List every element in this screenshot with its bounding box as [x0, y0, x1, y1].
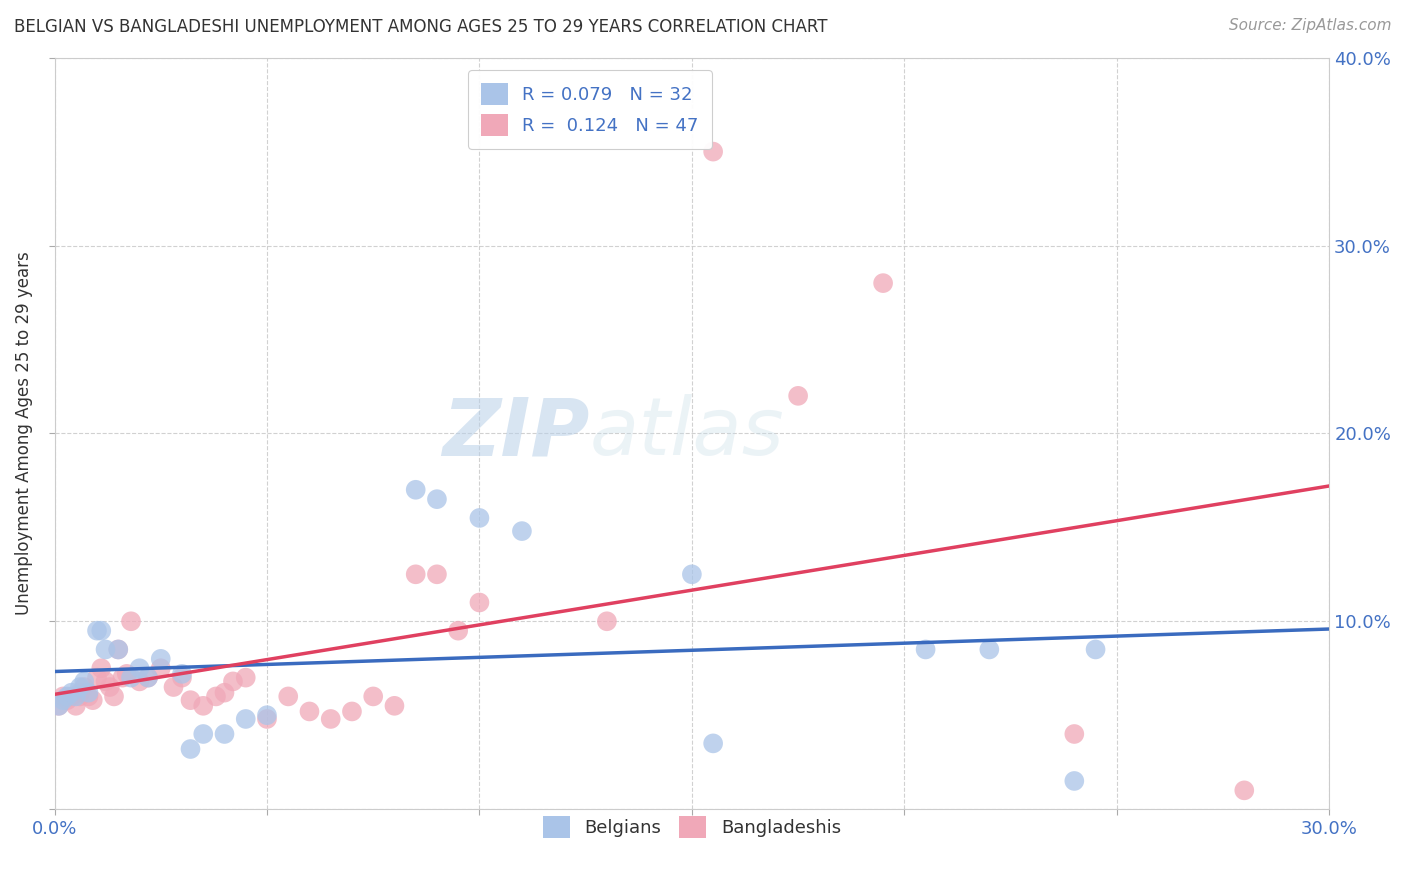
Point: [468, 511, 491, 525]
Point: [702, 736, 724, 750]
Point: [787, 389, 810, 403]
Point: [1233, 783, 1256, 797]
Point: [69, 680, 91, 694]
Point: [235, 712, 257, 726]
Point: [111, 671, 134, 685]
Point: [73, 674, 96, 689]
Point: [979, 642, 1001, 657]
Point: [65, 690, 87, 704]
Point: [340, 705, 363, 719]
Point: [60, 686, 83, 700]
Point: [103, 690, 125, 704]
Point: [256, 708, 278, 723]
Y-axis label: Unemployment Among Ages 25 to 29 years: Unemployment Among Ages 25 to 29 years: [15, 252, 32, 615]
Point: [179, 693, 201, 707]
Point: [596, 614, 619, 628]
Point: [1063, 727, 1085, 741]
Point: [128, 674, 150, 689]
Text: BELGIAN VS BANGLADESHI UNEMPLOYMENT AMONG AGES 25 TO 29 YEARS CORRELATION CHART: BELGIAN VS BANGLADESHI UNEMPLOYMENT AMON…: [14, 18, 828, 36]
Point: [222, 674, 245, 689]
Point: [94, 642, 117, 657]
Point: [136, 671, 159, 685]
Point: [90, 661, 112, 675]
Point: [256, 712, 278, 726]
Point: [107, 642, 129, 657]
Point: [82, 693, 104, 707]
Point: [56, 690, 79, 704]
Point: [136, 671, 159, 685]
Point: [77, 686, 100, 700]
Point: [170, 671, 193, 685]
Point: [52, 690, 75, 704]
Point: [90, 624, 112, 638]
Point: [48, 698, 70, 713]
Point: [361, 690, 384, 704]
Point: [73, 680, 96, 694]
Point: [77, 690, 100, 704]
Point: [170, 666, 193, 681]
Point: [149, 652, 172, 666]
Point: [447, 624, 470, 638]
Point: [107, 642, 129, 657]
Text: Source: ZipAtlas.com: Source: ZipAtlas.com: [1229, 18, 1392, 33]
Point: [468, 595, 491, 609]
Point: [205, 690, 228, 704]
Point: [48, 698, 70, 713]
Legend: Belgians, Bangladeshis: Belgians, Bangladeshis: [536, 809, 848, 846]
Point: [681, 567, 703, 582]
Point: [914, 642, 936, 657]
Point: [162, 680, 184, 694]
Text: atlas: atlas: [591, 394, 785, 473]
Point: [384, 698, 406, 713]
Point: [65, 698, 87, 713]
Point: [702, 145, 724, 159]
Point: [426, 492, 449, 507]
Point: [1084, 642, 1107, 657]
Point: [98, 680, 121, 694]
Point: [214, 727, 236, 741]
Point: [115, 666, 138, 681]
Point: [405, 483, 427, 497]
Point: [193, 698, 215, 713]
Point: [405, 567, 427, 582]
Point: [56, 693, 79, 707]
Point: [426, 567, 449, 582]
Point: [69, 690, 91, 704]
Point: [86, 624, 108, 638]
Point: [120, 614, 142, 628]
Point: [52, 693, 75, 707]
Point: [510, 524, 533, 538]
Point: [193, 727, 215, 741]
Text: ZIP: ZIP: [443, 394, 591, 473]
Point: [149, 661, 172, 675]
Point: [86, 671, 108, 685]
Point: [277, 690, 299, 704]
Point: [128, 661, 150, 675]
Point: [120, 671, 142, 685]
Point: [69, 686, 91, 700]
Point: [235, 671, 257, 685]
Point: [60, 690, 83, 704]
Point: [872, 276, 894, 290]
Point: [319, 712, 342, 726]
Point: [214, 686, 236, 700]
Point: [179, 742, 201, 756]
Point: [1063, 774, 1085, 789]
Point: [298, 705, 321, 719]
Point: [94, 674, 117, 689]
